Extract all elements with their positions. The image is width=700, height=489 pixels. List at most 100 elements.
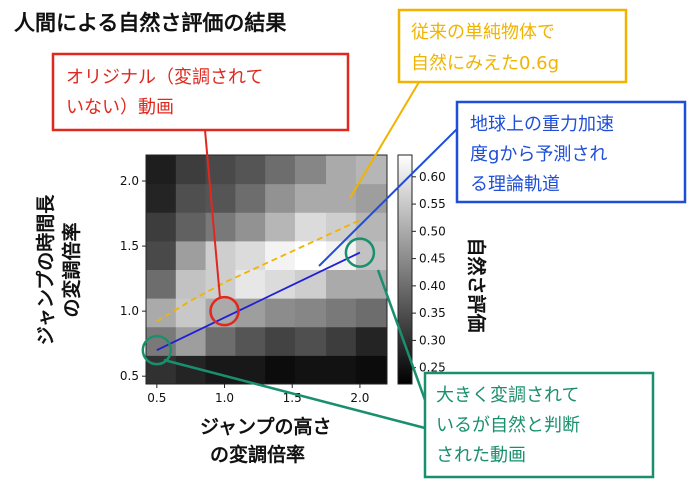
colorbar: 0.25 0.30 0.35 0.40 0.45 0.50 0.55 0.60 <box>397 154 446 385</box>
original-callout-line-1: オリジナル（変調されて <box>66 67 263 88</box>
y-axis-label-line-2: の変調倍率 <box>60 222 83 317</box>
heatmap-cells <box>146 155 388 385</box>
x-tick-label: 2.0 <box>350 391 369 405</box>
colorbar-tick-label: 0.30 <box>419 333 446 347</box>
heatmap-cell <box>265 212 296 242</box>
heatmap-cell <box>294 298 327 328</box>
heatmap-cell <box>326 155 357 185</box>
heatmap-cell <box>235 298 266 328</box>
heatmap-cell <box>146 298 177 328</box>
original-callout-box <box>51 52 350 132</box>
y-tick-label: 0.5 <box>120 369 139 383</box>
heatmap-cell <box>235 326 266 356</box>
heatmap-cell <box>235 240 266 270</box>
x-tick-label: 1.0 <box>215 391 234 405</box>
heatmap-cell <box>175 240 207 270</box>
heatmap-cell <box>175 269 207 299</box>
heatmap-cell <box>205 155 236 185</box>
heatmap-cell <box>355 212 388 242</box>
natural-leader-line-2 <box>376 269 427 401</box>
heatmap-cell <box>355 326 388 356</box>
theory-curve <box>156 251 361 352</box>
colorbar-tick-label: 0.60 <box>419 170 446 184</box>
heatmap-cell <box>294 269 327 299</box>
theory-callout-line-1: 地球上の重力加速 <box>470 114 614 135</box>
heatmap-cell <box>265 326 296 356</box>
heatmap-cell <box>205 212 236 242</box>
heatmap-cell <box>294 155 327 185</box>
heatmap-cell <box>294 240 327 270</box>
x-axis-label-line-1: ジャンプの高さ <box>200 415 331 438</box>
heatmap-cell <box>294 183 327 213</box>
heatmap-cell <box>326 183 357 213</box>
colorbar-tick-label: 0.35 <box>419 306 446 320</box>
y-tick-label: 2.0 <box>120 174 139 188</box>
heatmap-cell <box>175 212 207 242</box>
heatmap-cell <box>265 298 296 328</box>
heatmap-cell <box>235 155 266 185</box>
heatmap-cell <box>175 155 207 185</box>
x-axis-ticks: 0.5 1.0 1.5 2.0 <box>147 384 369 405</box>
y-axis-label-line-1: ジャンプの時間長 <box>34 194 57 345</box>
heatmap-cell <box>146 240 177 270</box>
heatmap-cell <box>175 183 207 213</box>
colorbar-gradient <box>397 154 413 385</box>
markers <box>141 237 376 366</box>
heatmap-cell <box>265 240 296 270</box>
heatmap-cell <box>235 183 266 213</box>
colorbar-tick-label: 0.55 <box>419 197 446 211</box>
chart-title: 人間による自然さ評価の結果 <box>14 11 286 35</box>
natural-callout-line-3: された動画 <box>436 445 526 466</box>
heatmap-cell <box>265 269 296 299</box>
x-axis-label-line-2: の変調倍率 <box>210 443 305 466</box>
heatmap-cell <box>294 212 327 242</box>
x-tick-label: 0.5 <box>147 391 166 405</box>
heatmap-cell <box>326 212 357 242</box>
heatmap-cell <box>146 155 177 185</box>
previous-curve <box>156 219 361 323</box>
theory-callout-line-2: 度gから予測され <box>470 144 607 165</box>
heatmap-cell <box>355 298 388 328</box>
heatmap-cell <box>175 326 207 356</box>
heatmap-cell <box>355 355 388 385</box>
colorbar-label: 自然さ評価 <box>465 237 488 332</box>
curves <box>156 219 361 352</box>
theory-callout-line-3: る理論軌道 <box>470 174 560 195</box>
theory-callout-box <box>455 100 687 204</box>
heatmap-cell <box>265 155 296 185</box>
heatmap-cell <box>146 183 177 213</box>
heatmap-cell <box>265 183 296 213</box>
heatmap-cell <box>205 355 236 385</box>
colorbar-tick-label: 0.25 <box>419 361 446 375</box>
heatmap-cell <box>205 240 236 270</box>
original-leader-line <box>204 129 221 299</box>
theory-leader-line <box>318 125 461 267</box>
heatmap-cell <box>326 298 357 328</box>
original-marker <box>209 295 240 327</box>
previous-callout-box <box>397 8 628 84</box>
natural-callout-line-1: 大きく変調されて <box>436 385 579 406</box>
heatmap-cell <box>294 326 327 356</box>
previous-callout-line-1: 従来の単純物体で <box>411 22 555 43</box>
previous-callout-line-2: 自然にみえた0.6g <box>411 53 559 74</box>
heatmap-cell <box>235 212 266 242</box>
heatmap-cell <box>146 212 177 242</box>
heatmap-cell <box>355 183 388 213</box>
original-callout-line-2: いない）動画 <box>66 97 174 118</box>
y-tick-label: 1.0 <box>120 304 139 318</box>
colorbar-tick-label: 0.45 <box>419 252 446 266</box>
natural-leader-line-1 <box>163 358 426 430</box>
y-tick-label: 1.5 <box>120 239 139 253</box>
heatmap-cell <box>175 298 207 328</box>
heatmap-cell <box>235 269 266 299</box>
natural-callout-line-2: いるが自然と判断 <box>436 415 580 436</box>
heatmap-cell <box>146 355 177 385</box>
heatmap-cell <box>205 326 236 356</box>
colorbar-tick-label: 0.50 <box>419 224 446 238</box>
heatmap-cell <box>326 355 357 385</box>
plot-frame <box>145 154 388 385</box>
heatmap-cell <box>294 355 327 385</box>
heatmap-cell <box>326 326 357 356</box>
